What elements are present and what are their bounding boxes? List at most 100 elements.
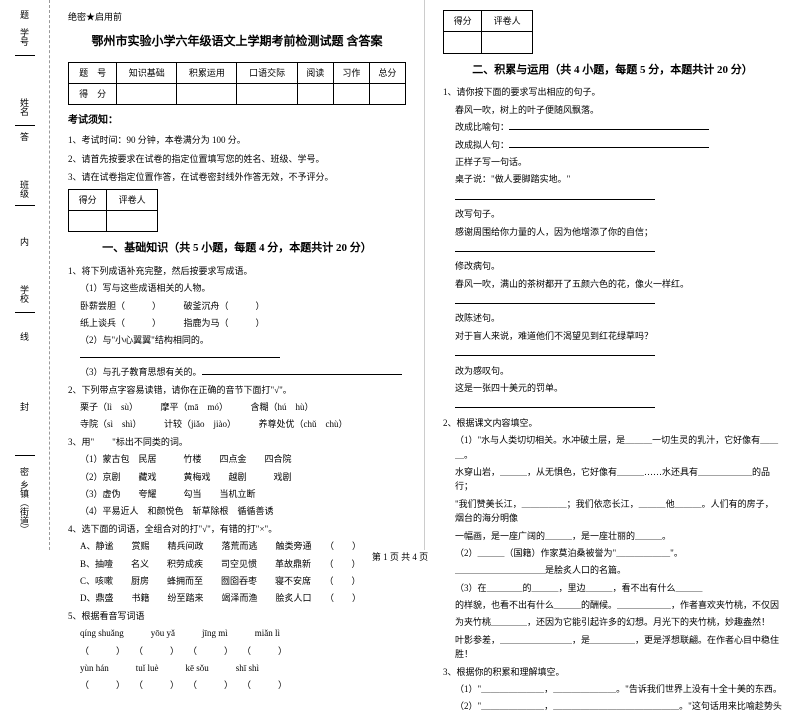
td[interactable] (177, 83, 237, 104)
text: （2）与"小心翼翼"结构相同的。 (80, 335, 209, 345)
sub-item: D、鼎盛 书籍 纷至踏来 竭泽而渔 脍炙人口 （ ） (80, 591, 406, 605)
sub-question: （2）与"小心翼翼"结构相同的。 (80, 333, 406, 362)
question: 1、请你按下面的要求写出相应的句子。 (443, 85, 782, 99)
sub-item: 改成拟人句： (455, 138, 782, 152)
th: 口语交际 (237, 62, 297, 83)
secret-label: 绝密★启用前 (68, 10, 406, 24)
sub-item: 对于盲人来说，难道他们不渴望见到红花绿草吗？ (455, 329, 782, 343)
question: 4、选下面的词语，全组合对的打"√"，有错的打"×"。 (68, 522, 406, 536)
td[interactable] (369, 83, 405, 104)
td[interactable] (333, 83, 369, 104)
answer-blank-line[interactable] (455, 242, 782, 256)
question: 5、根据看音写词语 (68, 609, 406, 623)
sub-item: 这是一张四十美元的罚单。 (455, 381, 782, 395)
pinyin-row: yùn hán tuǐ luè kē sǒu shī shì (80, 661, 406, 675)
text: 改成拟人句： (455, 140, 509, 150)
answer-blank-line[interactable] (455, 190, 782, 204)
answer-blank-line[interactable] (455, 294, 782, 308)
sub-item: C、咳嗽 厨房 蜂拥而至 囫囵吞枣 寝不安席 （ ） (80, 574, 406, 588)
td: 得 分 (69, 83, 117, 104)
sub-item: 卧薪尝胆（ ） 破釜沉舟（ ） (80, 299, 406, 313)
seal-char: 线 (20, 330, 29, 343)
seal-char: 内 (20, 235, 29, 248)
seal-char: 答 (20, 130, 29, 143)
sub-item: 寺院（sì shì） 计较（jiǎo jiào） 养尊处优（chǔ chù） (80, 417, 406, 431)
blank-cell[interactable] (69, 210, 107, 231)
margin-line (15, 312, 35, 313)
sub-item: （3）虚伪 夸耀 勾当 当机立断 (80, 487, 406, 501)
td[interactable] (237, 83, 297, 104)
sub-item: 一幅画，是一座广阔的＿＿＿，是一座壮丽的＿＿＿。 (455, 529, 782, 543)
answer-row: （ ） （ ） （ ） （ ） (80, 678, 406, 692)
scorer-label: 得分 (444, 11, 482, 32)
sub-item: （1）蒙古包 民居 竹楼 四点金 四合院 (80, 452, 406, 466)
margin-student-id: 学号 (18, 28, 31, 46)
sub-question: （1）写与这些成语相关的人物。 (80, 281, 406, 295)
td[interactable] (297, 83, 333, 104)
answer-blank[interactable] (80, 348, 280, 358)
exam-title: 鄂州市实验小学六年级语文上学期考前检测试题 含答案 (68, 32, 406, 51)
seal-char: 密 (20, 465, 29, 478)
answer-blank[interactable] (509, 120, 709, 130)
sub-item: 感谢周围给你力量的人，因为他增添了你的自信； (455, 225, 782, 239)
notice-item: 1、考试时间：90 分钟，本卷满分为 100 分。 (68, 133, 406, 147)
margin-town: 乡镇（街道） (18, 480, 31, 534)
notice-item: 3、请在试卷指定位置作答，在试卷密封线外作答无效，不予评分。 (68, 170, 406, 184)
reviewer-label: 评卷人 (107, 189, 158, 210)
answer-blank-line[interactable] (455, 346, 782, 360)
answer-row: （ ） （ ） （ ） （ ） (80, 644, 406, 658)
sub-item: 纸上谈兵（ ） 指鹿为马（ ） (80, 316, 406, 330)
page-footer: 第 1 页 共 4 页 (0, 550, 800, 563)
exam-page: 学号 题 姓名 答 班级 内 学校 线 封 密 乡镇（街道） 绝密★启用前 鄂州… (0, 0, 800, 550)
sub-item: 春风一吹，满山的茶树都开了五颜六色的花，像火一样红。 (455, 277, 782, 291)
text: （3）与孔子教育思想有关的。 (80, 367, 202, 377)
sub-item: "我们赞美长江，＿＿＿＿＿；我们依恋长江，＿＿＿他＿＿＿。人们有的房子，烟台的海… (455, 497, 782, 526)
sub-item: （1）"＿＿＿＿＿＿＿，＿＿＿＿＿＿＿。"告诉我们世界上没有十全十美的东西。 (455, 682, 782, 696)
sub-item: 叶影参差，＿＿＿＿＿＿＿＿，是＿＿＿＿＿，更是浮想联翩。在作者心目中稳住胜！ (455, 633, 782, 662)
sub-item: 为夹竹桃＿＿＿＿，还因为它能引起许多的幻想。月光下的夹竹桃，妙趣盎然！ (455, 615, 782, 629)
question: 2、根据课文内容填空。 (443, 416, 782, 430)
scorer-box: 得分评卷人 (443, 10, 533, 54)
blank-cell[interactable] (482, 32, 533, 53)
sub-item: ＿＿＿＿＿＿＿＿＿＿是脍炙人口的名篇。 (455, 563, 782, 577)
sub-item: （3）在＿＿＿＿的＿＿＿，里边＿＿＿，看不出有什么＿＿＿ (455, 581, 782, 595)
th: 习作 (333, 62, 369, 83)
sub-item: 的样貌，也看不出有什么＿＿＿的酬候。＿＿＿＿＿＿，作者喜欢夹竹桃，不仅因 (455, 598, 782, 612)
pinyin-row: qíng shuǎng yōu yǎ jīng mì miǎn lì (80, 626, 406, 640)
sub-item: 改为感叹句。 (455, 364, 782, 378)
right-column: 得分评卷人 二、积累与运用（共 4 小题，每题 5 分，本题共计 20 分） 1… (425, 0, 800, 550)
th: 题 号 (69, 62, 117, 83)
margin-line (15, 125, 35, 126)
answer-blank[interactable] (509, 138, 709, 148)
blank-cell[interactable] (107, 210, 158, 231)
sub-item: （2）"＿＿＿＿＿＿＿，＿＿＿＿＿＿＿＿＿＿＿＿＿＿。"这句话用来比喻趁势头 (455, 699, 782, 713)
score-table: 题 号 知识基础 积累运用 口语交际 阅读 习作 总分 得 分 (68, 62, 406, 106)
td[interactable] (117, 83, 177, 104)
th: 积累运用 (177, 62, 237, 83)
text: 改成比喻句： (455, 122, 509, 132)
blank-cell[interactable] (444, 32, 482, 53)
sub-item: 栗子（lì sù） 摩平（mā mó） 含糊（hú hù） (80, 400, 406, 414)
content-area: 绝密★启用前 鄂州市实验小学六年级语文上学期考前检测试题 含答案 题 号 知识基… (50, 0, 800, 550)
sub-item: 修改病句。 (455, 259, 782, 273)
sub-item: 正样子写一句话。 (455, 155, 782, 169)
question: 1、将下列成语补充完整，然后按要求写成语。 (68, 264, 406, 278)
binding-margin: 学号 题 姓名 答 班级 内 学校 线 封 密 乡镇（街道） (0, 0, 50, 550)
answer-blank[interactable] (202, 365, 402, 375)
sub-item: （4）平易近人 和颜悦色 斩草除根 循循善诱 (80, 504, 406, 518)
left-column: 绝密★启用前 鄂州市实验小学六年级语文上学期考前检测试题 含答案 题 号 知识基… (50, 0, 425, 550)
question: 3、用" "标出不同类的词。 (68, 435, 406, 449)
reviewer-label: 评卷人 (482, 11, 533, 32)
scorer-box: 得分评卷人 (68, 189, 158, 233)
seal-char: 题 (20, 8, 29, 21)
margin-class: 班级 (18, 180, 31, 198)
answer-blank-line[interactable] (455, 398, 782, 412)
sub-item: 改写句子。 (455, 207, 782, 221)
margin-school: 学校 (18, 285, 31, 303)
table-row: 得 分 (69, 83, 406, 104)
margin-line (15, 205, 35, 206)
notice-item: 2、请首先按要求在试卷的指定位置填写您的姓名、班级、学号。 (68, 152, 406, 166)
sub-item: 改陈述句。 (455, 311, 782, 325)
question: 3、根据你的积累和理解填空。 (443, 665, 782, 679)
notice-title: 考试须知： (68, 113, 406, 129)
